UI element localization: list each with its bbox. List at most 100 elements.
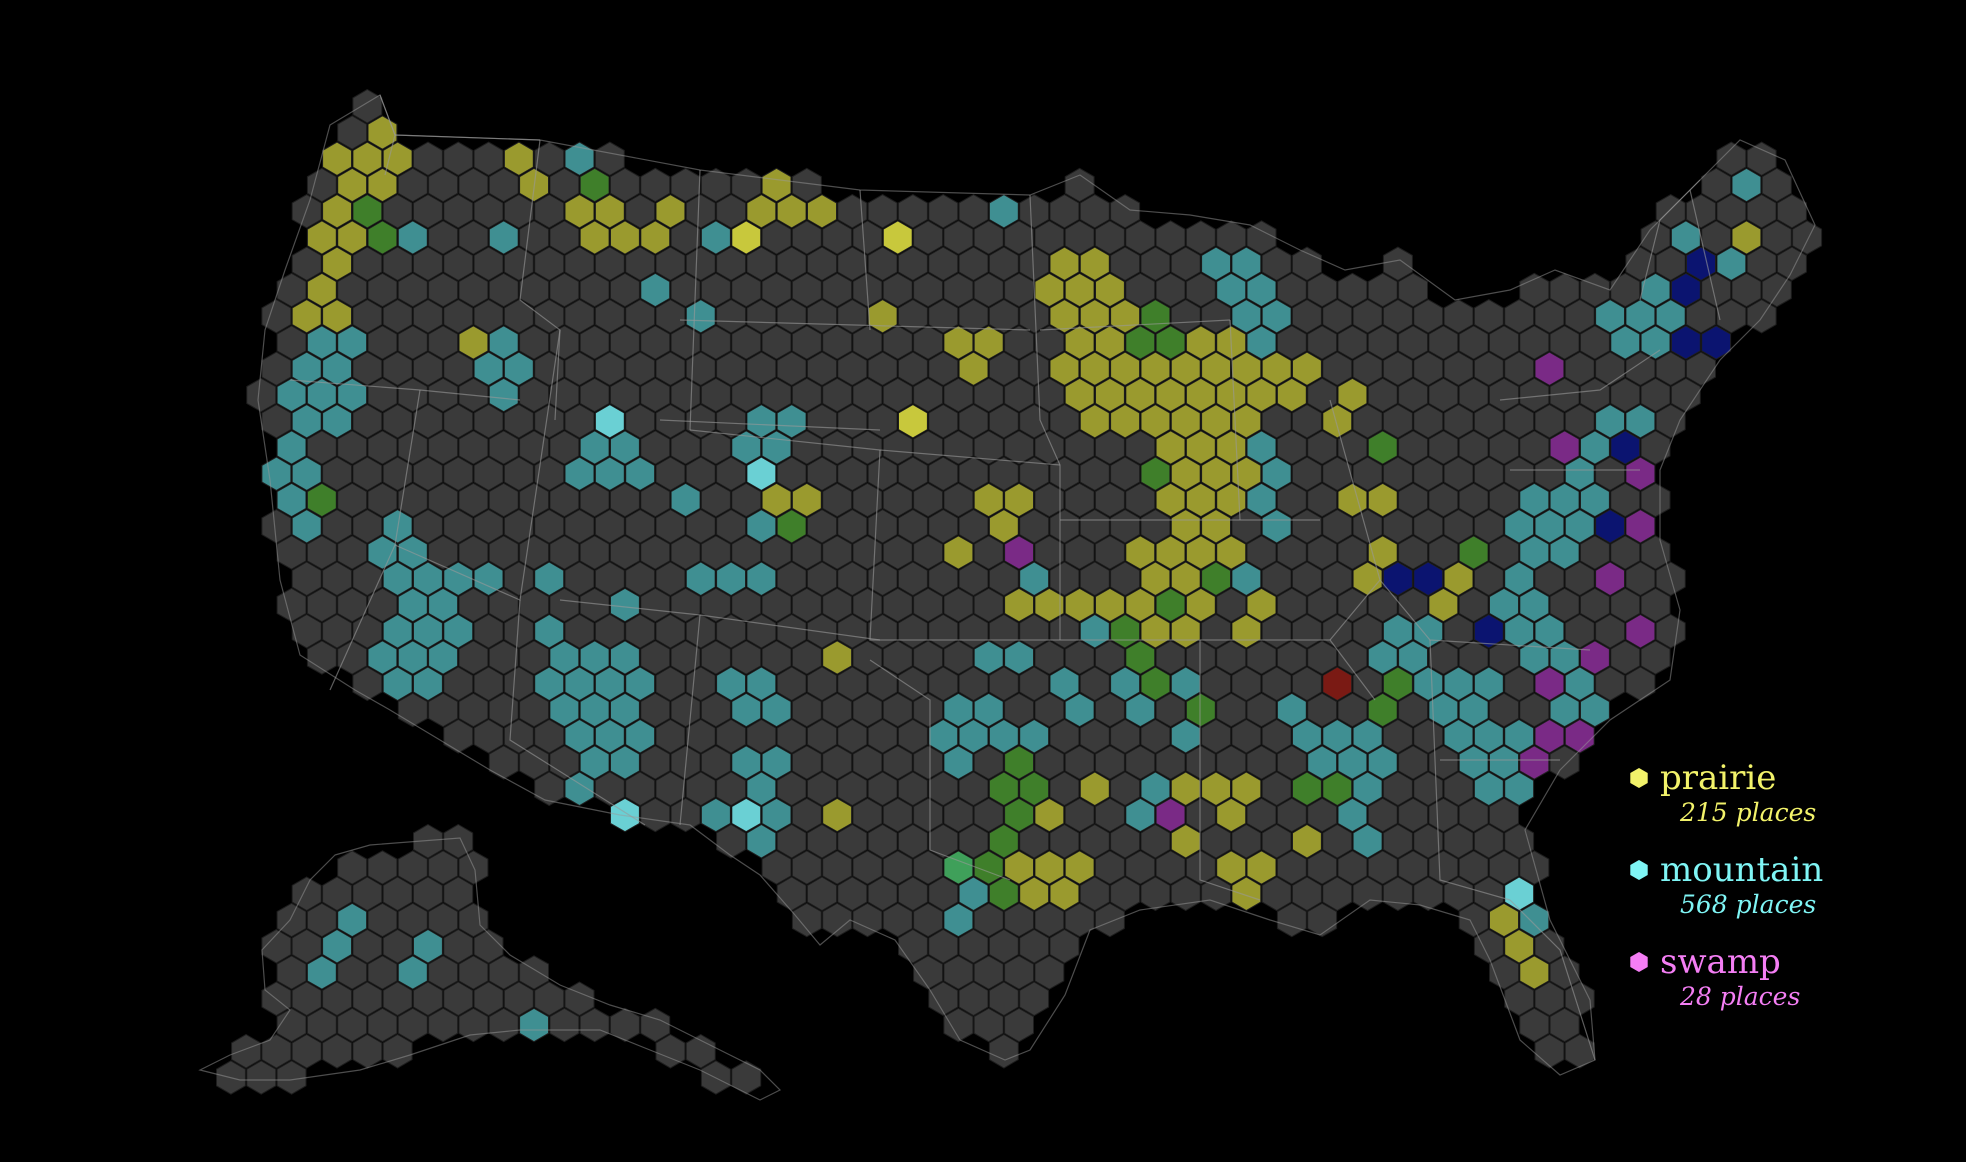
map-hex[interactable] xyxy=(322,1033,352,1069)
map-hex[interactable] xyxy=(443,823,474,859)
map-hex[interactable] xyxy=(973,325,1004,360)
map-hex[interactable] xyxy=(867,456,898,491)
map-hex[interactable] xyxy=(716,823,746,859)
map-hex[interactable] xyxy=(898,351,928,386)
map-hex[interactable] xyxy=(1564,351,1595,386)
map-hex[interactable] xyxy=(1443,771,1474,807)
map-hex[interactable] xyxy=(534,718,565,754)
map-hex[interactable] xyxy=(458,430,489,465)
map-hex[interactable] xyxy=(731,692,762,728)
map-hex[interactable] xyxy=(988,876,1019,912)
map-hex[interactable] xyxy=(1019,561,1050,597)
map-hex[interactable] xyxy=(1428,377,1459,413)
map-hex[interactable] xyxy=(322,561,352,597)
map-hex[interactable] xyxy=(1443,456,1474,491)
map-hex[interactable] xyxy=(291,194,322,229)
map-hex[interactable] xyxy=(700,167,731,203)
map-hex[interactable] xyxy=(1276,535,1307,570)
map-hex[interactable] xyxy=(1004,1007,1034,1043)
map-hex[interactable] xyxy=(1019,771,1050,807)
map-hex[interactable] xyxy=(1004,535,1034,570)
map-hex[interactable] xyxy=(1428,850,1459,885)
map-hex[interactable] xyxy=(958,718,989,754)
map-hex[interactable] xyxy=(791,377,822,413)
map-hex[interactable] xyxy=(1322,876,1353,912)
map-hex[interactable] xyxy=(610,797,640,833)
map-hex[interactable] xyxy=(1125,535,1156,570)
map-hex[interactable] xyxy=(1761,167,1792,203)
map-hex[interactable] xyxy=(761,640,792,675)
map-hex[interactable] xyxy=(1019,613,1050,649)
map-hex[interactable] xyxy=(1610,430,1641,465)
map-hex[interactable] xyxy=(610,745,640,780)
map-hex[interactable] xyxy=(1549,430,1580,465)
map-hex[interactable] xyxy=(731,797,762,833)
map-hex[interactable] xyxy=(1261,351,1292,386)
map-hex[interactable] xyxy=(1170,613,1201,649)
map-hex[interactable] xyxy=(1231,509,1262,544)
map-hex[interactable] xyxy=(1292,613,1322,649)
map-hex[interactable] xyxy=(322,351,352,386)
map-hex[interactable] xyxy=(1489,797,1519,833)
map-hex[interactable] xyxy=(519,535,549,570)
map-hex[interactable] xyxy=(291,351,322,386)
map-hex[interactable] xyxy=(1004,482,1034,518)
map-hex[interactable] xyxy=(291,456,322,491)
map-hex[interactable] xyxy=(1246,850,1277,885)
map-hex[interactable] xyxy=(1504,299,1535,334)
map-hex[interactable] xyxy=(928,194,959,229)
map-hex[interactable] xyxy=(852,430,883,465)
map-hex[interactable] xyxy=(1352,561,1383,597)
map-hex[interactable] xyxy=(1064,272,1095,308)
map-hex[interactable] xyxy=(1352,666,1383,702)
map-hex[interactable] xyxy=(913,272,943,308)
map-hex[interactable] xyxy=(1382,718,1413,754)
map-hex[interactable] xyxy=(1473,928,1504,964)
map-hex[interactable] xyxy=(1519,1007,1550,1043)
map-hex[interactable] xyxy=(443,509,474,544)
map-hex[interactable] xyxy=(337,167,368,203)
map-hex[interactable] xyxy=(1034,482,1065,518)
map-hex[interactable] xyxy=(1337,535,1368,570)
map-hex[interactable] xyxy=(534,456,565,491)
map-hex[interactable] xyxy=(1731,167,1762,203)
map-hex[interactable] xyxy=(1580,272,1610,308)
map-hex[interactable] xyxy=(1307,272,1338,308)
map-hex[interactable] xyxy=(443,613,474,649)
map-hex[interactable] xyxy=(1413,876,1444,912)
map-hex[interactable] xyxy=(458,167,489,203)
map-hex[interactable] xyxy=(1367,797,1398,833)
map-hex[interactable] xyxy=(1140,404,1171,439)
map-hex[interactable] xyxy=(1140,246,1171,281)
map-hex[interactable] xyxy=(1004,220,1034,255)
map-hex[interactable] xyxy=(1170,823,1201,859)
map-hex[interactable] xyxy=(1625,666,1656,702)
map-hex[interactable] xyxy=(1170,666,1201,702)
map-hex[interactable] xyxy=(503,246,534,281)
map-hex[interactable] xyxy=(1443,613,1474,649)
map-hex[interactable] xyxy=(1064,430,1095,465)
map-hex[interactable] xyxy=(1398,377,1428,413)
map-hex[interactable] xyxy=(1261,299,1292,334)
map-hex[interactable] xyxy=(655,509,686,544)
map-hex[interactable] xyxy=(1140,456,1171,491)
map-hex[interactable] xyxy=(1458,745,1489,780)
map-hex[interactable] xyxy=(1216,640,1247,675)
map-hex[interactable] xyxy=(867,246,898,281)
map-hex[interactable] xyxy=(428,482,459,518)
map-hex[interactable] xyxy=(549,430,580,465)
map-hex[interactable] xyxy=(488,377,519,413)
map-hex[interactable] xyxy=(306,1007,337,1043)
map-hex[interactable] xyxy=(716,246,746,281)
map-hex[interactable] xyxy=(791,745,822,780)
map-hex[interactable] xyxy=(685,561,716,597)
map-hex[interactable] xyxy=(700,325,731,360)
map-hex[interactable] xyxy=(473,981,504,1017)
map-hex[interactable] xyxy=(534,141,565,176)
map-hex[interactable] xyxy=(1458,482,1489,518)
map-hex[interactable] xyxy=(625,718,656,754)
map-hex[interactable] xyxy=(1761,220,1792,255)
map-hex[interactable] xyxy=(367,1007,398,1043)
map-hex[interactable] xyxy=(1428,482,1459,518)
map-hex[interactable] xyxy=(1504,718,1535,754)
